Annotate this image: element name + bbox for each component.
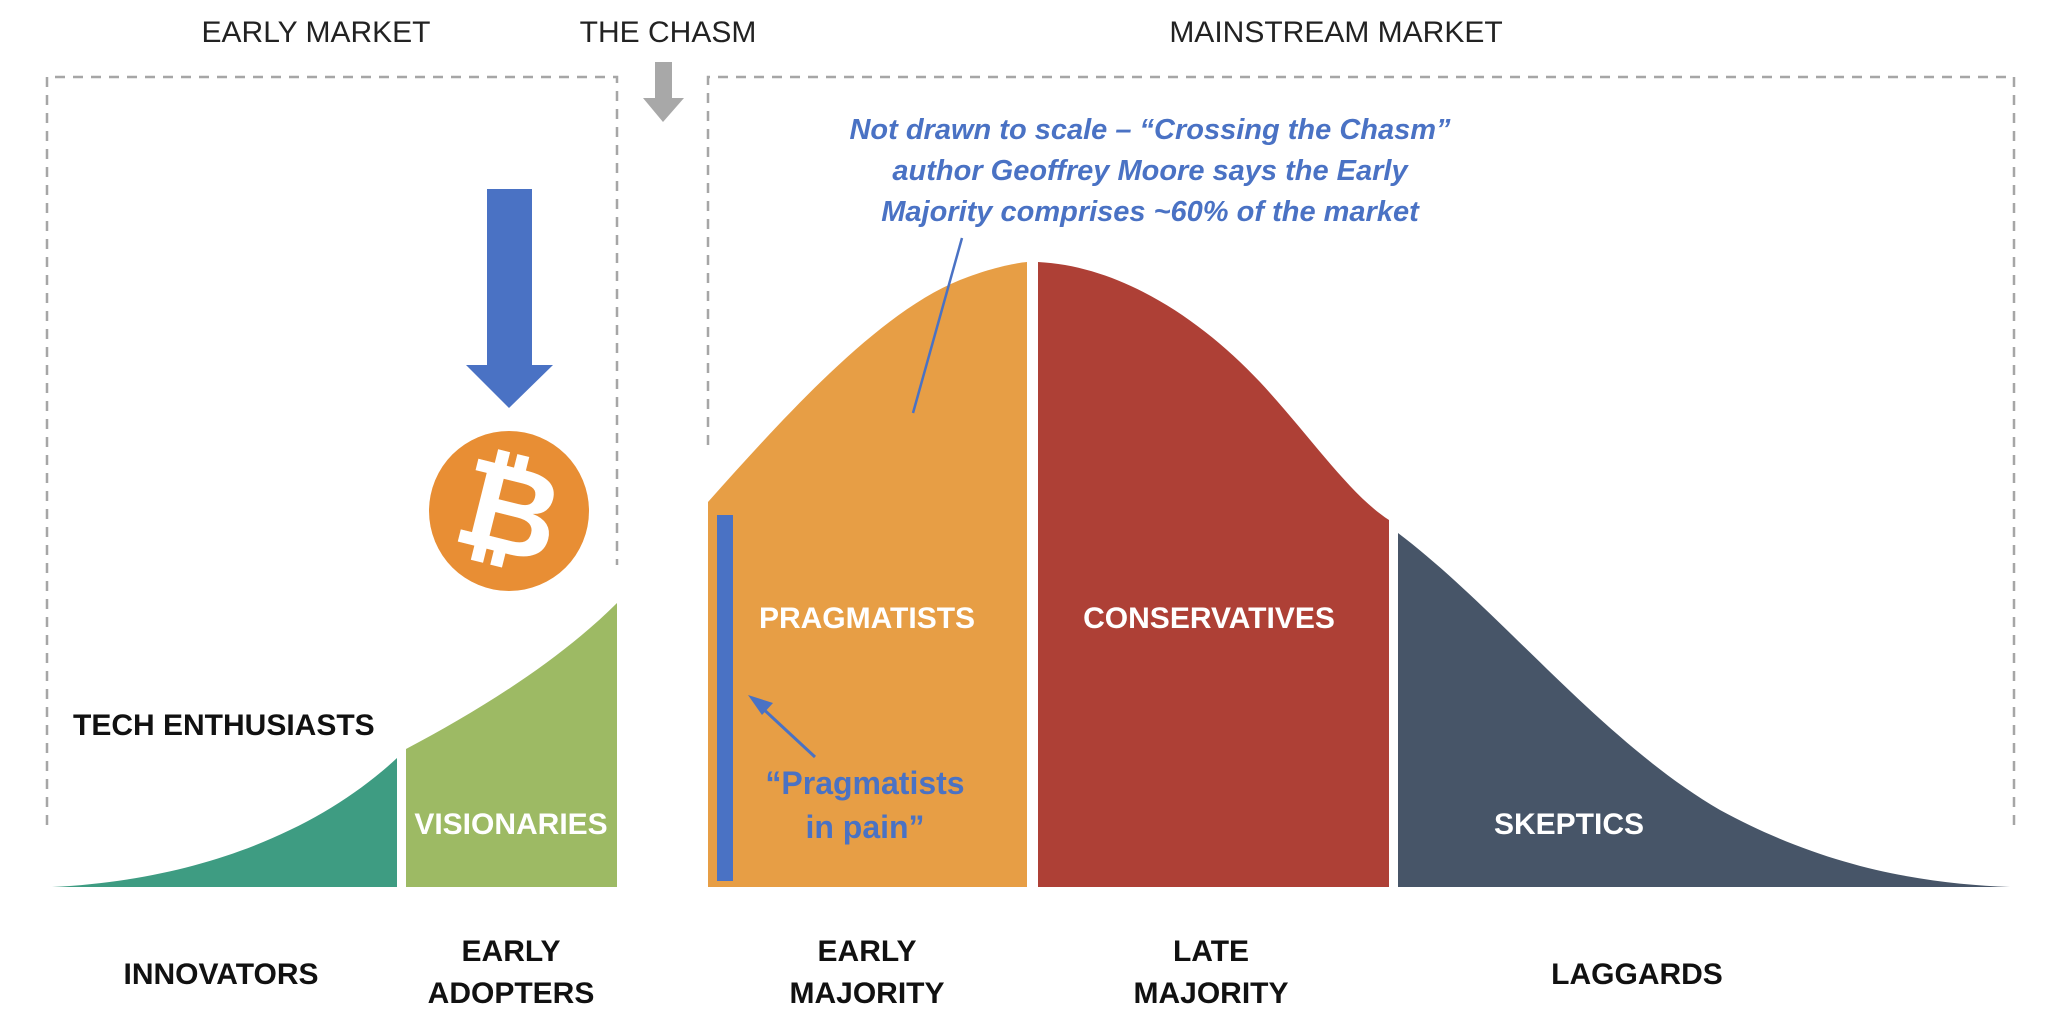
skeptics-label: SKEPTICS bbox=[1494, 808, 1644, 841]
early-adopters-segment bbox=[406, 603, 617, 887]
late-majority-category-line-1: LATE bbox=[1173, 935, 1249, 968]
late-majority-segment bbox=[1038, 262, 1389, 887]
innovators-category: INNOVATORS bbox=[123, 958, 318, 991]
early-majority-category-line-2: MAJORITY bbox=[789, 977, 944, 1010]
scale-note: Not drawn to scale – “Crossing the Chasm… bbox=[849, 114, 1451, 228]
pain-label-line-1: “Pragmatists bbox=[765, 765, 964, 801]
laggards-segment bbox=[1398, 533, 2010, 887]
pragmatists-label: PRAGMATISTS bbox=[759, 602, 975, 635]
conservatives-label: CONSERVATIVES bbox=[1083, 602, 1335, 635]
mainstream-market-header: MAINSTREAM MARKET bbox=[1169, 16, 1502, 49]
pain-label-line-2: in pain” bbox=[805, 809, 924, 845]
laggards-category: LAGGARDS bbox=[1551, 958, 1723, 991]
early-adopters-category-line-2: ADOPTERS bbox=[428, 977, 595, 1010]
visionaries-label: VISIONARIES bbox=[414, 808, 607, 841]
early-market-header: EARLY MARKET bbox=[202, 16, 431, 49]
pain-bar bbox=[717, 515, 733, 881]
scale-note-line-2: author Geoffrey Moore says the Early bbox=[892, 155, 1409, 187]
tech-enthusiasts-label: TECH ENTHUSIASTS bbox=[73, 709, 375, 742]
pain-pointer-arrow bbox=[748, 695, 817, 759]
innovators-segment bbox=[52, 758, 397, 887]
chasm-arrow-icon bbox=[643, 62, 684, 122]
early-majority-category-line-1: EARLY bbox=[818, 935, 917, 968]
scale-note-line-1: Not drawn to scale – “Crossing the Chasm… bbox=[849, 114, 1451, 146]
down-arrow-icon bbox=[466, 189, 553, 408]
late-majority-category-line-2: MAJORITY bbox=[1133, 977, 1288, 1010]
scale-note-pointer bbox=[911, 237, 964, 414]
early-adopters-category-line-1: EARLY bbox=[462, 935, 561, 968]
bitcoin-logo-icon: ₿ bbox=[429, 431, 589, 591]
early-market-box bbox=[45, 75, 619, 825]
scale-note-line-3: Majority comprises ~60% of the market bbox=[881, 196, 1420, 228]
chasm-header: THE CHASM bbox=[580, 16, 757, 49]
mainstream-market-box bbox=[706, 75, 2016, 825]
